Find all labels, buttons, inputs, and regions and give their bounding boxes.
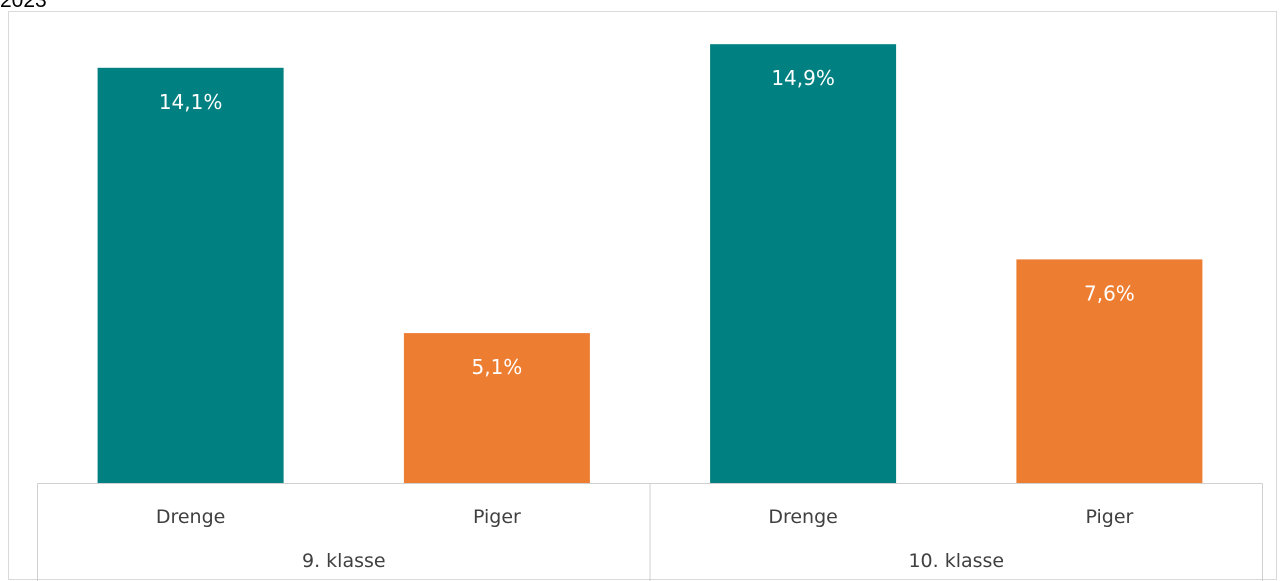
category-label-4: Piger [1085,506,1133,528]
chart-title-fragment: 2023 [0,0,47,12]
category-label-2: Piger [473,506,521,528]
chart-area-border [8,11,1277,580]
group-label-2: 10. klasse [908,550,1004,572]
category-label-1: Drenge [156,506,226,528]
data-label-4: 7,6% [1084,281,1135,305]
bar-2 [403,333,590,484]
bar-4 [1016,259,1203,484]
bar-3 [710,44,897,484]
bar-1 [97,67,284,484]
data-label-1: 14,1% [159,90,223,114]
category-label-3: Drenge [768,506,838,528]
group-label-1: 9. klasse [302,550,386,572]
data-label-2: 5,1% [471,355,522,379]
data-label-3: 14,9% [771,66,835,90]
